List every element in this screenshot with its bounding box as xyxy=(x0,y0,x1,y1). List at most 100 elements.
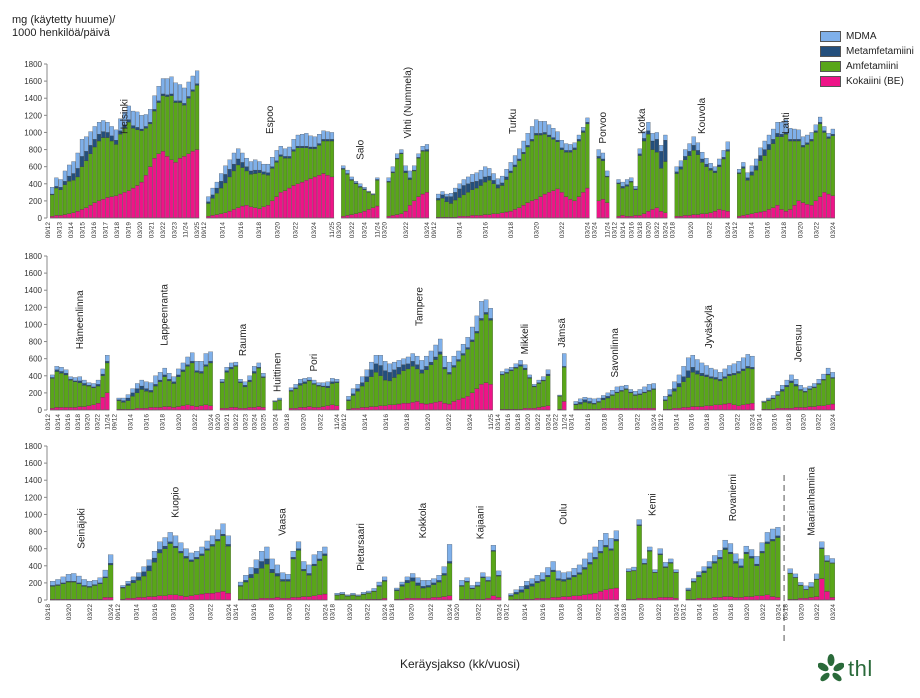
bar-segment-mdma xyxy=(601,395,606,399)
x-tick-label: 03/20 xyxy=(409,604,416,621)
bar-segment-mdma xyxy=(683,149,688,157)
bar-segment-amf xyxy=(676,386,682,409)
bar-segment-meta xyxy=(139,128,144,131)
bar-segment-amf xyxy=(210,198,215,216)
bar-segment-meta xyxy=(176,374,181,377)
bar-segment-coc xyxy=(152,157,157,219)
bar-segment-amf xyxy=(152,110,157,159)
bar-segment-mdma xyxy=(573,401,579,405)
bar-segment-amf xyxy=(695,373,700,407)
bar-segment-meta xyxy=(416,157,421,159)
bar-segment-amf xyxy=(63,374,69,408)
x-tick-label: 03/20 xyxy=(618,414,625,431)
bar-segment-coc xyxy=(322,593,328,601)
bar-segment-mdma xyxy=(288,387,294,391)
bar-segment-meta xyxy=(770,539,776,542)
bar-segment-mdma xyxy=(420,580,426,587)
bar-segment-mdma xyxy=(787,568,793,574)
bar-segment-meta xyxy=(410,361,415,367)
bar-segment-meta xyxy=(819,547,825,549)
bar-segment-mdma xyxy=(407,170,412,178)
bar-segment-amf xyxy=(231,170,236,210)
x-tick-label: 03/20 xyxy=(719,414,726,431)
bar-segment-amf xyxy=(474,187,479,216)
bar-segment-mdma xyxy=(695,142,701,151)
bar-segment-meta xyxy=(826,136,831,139)
bar-segment-mdma xyxy=(500,175,505,184)
bar-segment-coc xyxy=(487,214,492,219)
bar-segment-mdma xyxy=(108,554,114,564)
bar-segment-mdma xyxy=(302,378,308,382)
bar-segment-coc xyxy=(538,196,543,219)
bar-segment-amf xyxy=(717,166,722,210)
x-tick-label: 03/18 xyxy=(114,222,121,239)
bar-segment-amf xyxy=(92,146,97,203)
bar-segment-amf xyxy=(550,571,556,598)
bar-segment-coc xyxy=(771,207,776,219)
bar-segment-mdma xyxy=(822,126,827,131)
bar-segment-meta xyxy=(771,139,776,144)
bar-segment-mdma xyxy=(116,397,122,400)
bar-segment-mdma xyxy=(457,183,462,190)
bar-segment-mdma xyxy=(663,396,668,400)
bar-segment-meta xyxy=(139,385,145,390)
bar-segment-coc xyxy=(353,213,359,219)
bar-segment-mdma xyxy=(550,561,556,571)
x-tick-label: 03/12 xyxy=(45,414,52,431)
bar-segment-amf xyxy=(561,367,567,402)
city-label: Lahti xyxy=(781,112,792,134)
bar-segment-amf xyxy=(317,145,322,176)
bar-segment-meta xyxy=(404,580,410,584)
bar-segment-meta xyxy=(508,595,514,597)
y-tick-label: 0 xyxy=(38,406,43,415)
bar-segment-coc xyxy=(800,202,806,219)
bar-segment-amf xyxy=(108,564,114,598)
bar-segment-amf xyxy=(796,140,801,202)
bar-segment-mdma xyxy=(807,385,813,389)
bar-segment-coc xyxy=(699,406,705,411)
bar-segment-coc xyxy=(545,405,551,411)
bar-segment-amf xyxy=(247,381,252,408)
bar-segment-amf xyxy=(470,341,475,394)
bar-segment-amf xyxy=(582,402,588,410)
bar-segment-amf xyxy=(82,385,87,407)
bar-segment-meta xyxy=(624,184,630,187)
bar-segment-mdma xyxy=(487,168,492,177)
bar-segment-mdma xyxy=(741,162,746,167)
bar-segment-meta xyxy=(641,563,648,565)
x-tick-label: 03/14 xyxy=(68,222,75,239)
bar-segment-amf xyxy=(592,558,598,594)
x-tick-label: 03/22 xyxy=(707,222,714,239)
bar-segment-coc xyxy=(731,404,737,411)
bar-segment-mdma xyxy=(317,134,322,144)
bar-segment-mdma xyxy=(86,382,92,386)
bar-segment-meta xyxy=(431,582,437,585)
bar-segment-mdma xyxy=(274,150,279,161)
bar-segment-mdma xyxy=(96,122,102,135)
bar-segment-mdma xyxy=(464,577,470,582)
bar-segment-mdma xyxy=(304,133,309,147)
bar-segment-meta xyxy=(451,365,457,368)
bar-segment-mdma xyxy=(534,119,539,134)
bar-segment-amf xyxy=(415,585,421,599)
bar-segment-mdma xyxy=(169,76,174,95)
bar-segment-coc xyxy=(62,214,67,219)
bar-segment-meta xyxy=(743,551,749,554)
bar-segment-amf xyxy=(58,189,63,216)
bar-segment-amf xyxy=(173,547,179,595)
x-tick-label: 03/20 xyxy=(66,604,73,621)
bar-segment-mdma xyxy=(76,575,82,584)
bar-segment-coc xyxy=(504,211,509,219)
bar-segment-coc xyxy=(91,404,96,411)
bar-segment-amf xyxy=(766,400,771,410)
bar-segment-mdma xyxy=(81,579,87,586)
legend-item-kokaiini: Kokaiini (BE) xyxy=(820,74,914,89)
bar-segment-meta xyxy=(182,103,187,106)
bar-segment-meta xyxy=(183,556,189,559)
bar-segment-amf xyxy=(253,173,258,208)
bar-segment-coc xyxy=(304,180,309,219)
bar-segment-amf xyxy=(496,575,502,598)
bar-segment-amf xyxy=(830,378,835,405)
city-label: Rauma xyxy=(238,323,249,356)
bar-segment-mdma xyxy=(433,344,438,358)
